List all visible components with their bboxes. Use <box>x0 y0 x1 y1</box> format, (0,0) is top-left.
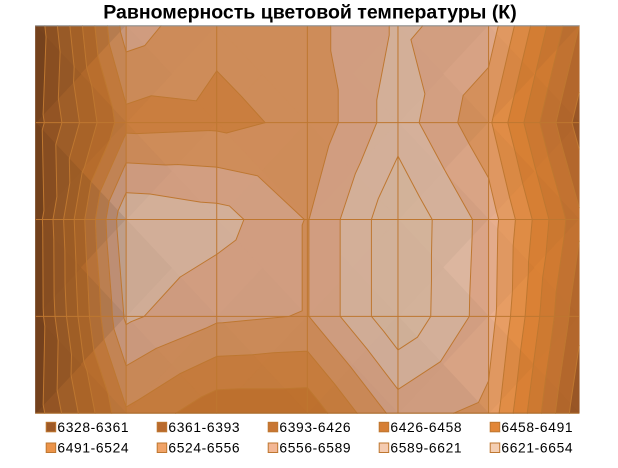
svg-text:6426-6458: 6426-6458 <box>390 420 462 435</box>
svg-text:6556-6589: 6556-6589 <box>279 441 351 456</box>
svg-text:6458-6491: 6458-6491 <box>501 420 573 435</box>
svg-text:6524-6556: 6524-6556 <box>168 441 240 456</box>
svg-text:6361-6393: 6361-6393 <box>168 420 240 435</box>
svg-text:Равномерность цветовой темпера: Равномерность цветовой температуры (К) <box>103 2 516 24</box>
svg-text:6491-6524: 6491-6524 <box>57 441 129 456</box>
svg-text:6393-6426: 6393-6426 <box>279 420 351 435</box>
svg-text:6621-6654: 6621-6654 <box>501 441 573 456</box>
svg-text:6589-6621: 6589-6621 <box>390 441 462 456</box>
svg-text:6328-6361: 6328-6361 <box>57 420 129 435</box>
